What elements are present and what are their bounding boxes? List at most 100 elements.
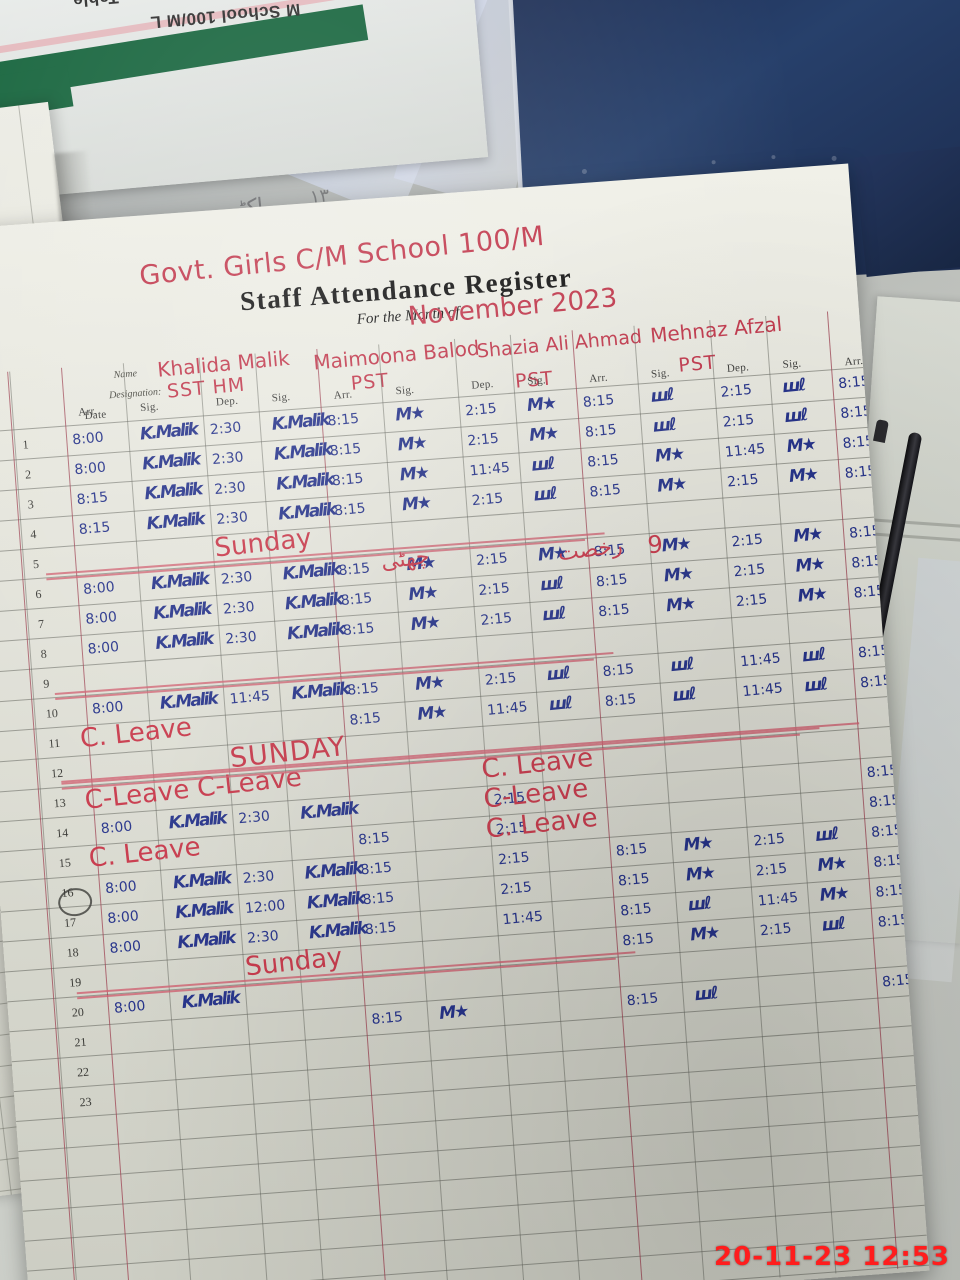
attendance-cell: 8:00: [86, 638, 120, 658]
attendance-cell: M★: [796, 584, 827, 607]
attendance-cell: M★: [414, 672, 445, 695]
attendance-cell: M★: [787, 464, 818, 488]
urdu-digit: 9: [646, 530, 664, 560]
attendance-cell: 8:15: [76, 489, 109, 509]
row-number: 5: [32, 556, 40, 572]
row-number: 1: [22, 437, 30, 452]
column-header-arr-1: Arr.: [77, 405, 98, 419]
attendance-cell: K.Malik: [290, 679, 350, 705]
attendance-cell: 8:15: [588, 481, 622, 501]
row-number: 23: [79, 1094, 93, 1110]
attendance-cell: 8:00: [104, 878, 138, 898]
attendance-cell: M★: [816, 853, 847, 876]
attendance-cell: 2:15: [754, 860, 788, 880]
attendance-cell: M★: [684, 862, 715, 886]
row-number: 2: [24, 467, 32, 482]
attendance-cell: шℓ: [541, 603, 566, 626]
column-header-dep-3: Dep.: [726, 361, 750, 375]
attendance-cell: K.Malik: [270, 409, 330, 435]
attendance-cell: K.Malik: [284, 589, 343, 615]
attendance-cell: K.Malik: [303, 858, 363, 884]
attendance-cell: шℓ: [669, 654, 694, 677]
row-number: 9: [42, 676, 50, 691]
attendance-cell: 8:15: [333, 500, 367, 520]
row-number: 4: [29, 527, 37, 542]
attendance-cell: 8:15: [359, 859, 393, 879]
attendance-cell: M★: [662, 563, 693, 587]
attendance-cell: 2:15: [477, 580, 511, 600]
attendance-cell: 2:30: [222, 598, 256, 618]
attendance-cell: 8:15: [337, 560, 371, 580]
attendance-cell: 12:00: [244, 897, 287, 918]
attendance-cell: шℓ: [649, 384, 674, 407]
attendance-cell: шℓ: [781, 375, 806, 398]
camera-timestamp: 20-11-23 12:53: [714, 1242, 950, 1272]
attendance-cell: M★: [654, 444, 685, 467]
attendance-cell: M★: [682, 833, 713, 856]
attendance-cell: 2:15: [735, 591, 769, 611]
row-number: 7: [37, 616, 45, 632]
column-header-arr-2: Arr.: [333, 388, 353, 402]
attendance-cell: шℓ: [548, 693, 572, 716]
attendance-cell: 2:15: [484, 669, 518, 689]
attendance-cell: 2:30: [213, 479, 247, 499]
attendance-cell: 2:15: [719, 381, 753, 401]
attendance-cell: M★: [818, 883, 849, 906]
attendance-cell: 2:15: [479, 610, 513, 629]
attendance-cell: 8:15: [329, 440, 362, 460]
attendance-cell: шℓ: [539, 573, 564, 596]
attendance-cell: 8:15: [78, 519, 111, 539]
row-number: 19: [68, 974, 82, 990]
attendance-cell: 8:15: [357, 829, 391, 849]
attendance-cell: 8:00: [71, 429, 105, 449]
attendance-cell: M★: [416, 702, 447, 725]
attendance-cell: K.Malik: [152, 599, 211, 625]
attendance-cell: шℓ: [651, 414, 676, 437]
row-number: 15: [58, 855, 72, 871]
attendance-cell: K.Malik: [143, 479, 203, 505]
row-number: 22: [76, 1064, 90, 1080]
column-header-sig-1: Sig.: [271, 391, 291, 405]
attendance-cell: M★: [792, 524, 823, 547]
attendance-cell: M★: [785, 434, 816, 458]
attendance-cell: 8:00: [91, 698, 125, 718]
attendance-cell: M★: [656, 474, 687, 497]
attendance-cell: M★: [794, 554, 825, 577]
attendance-cell: шℓ: [687, 893, 712, 916]
attendance-cell: 8:15: [584, 421, 618, 441]
attendance-cell: 11:45: [486, 699, 529, 719]
attendance-cell: K.Malik: [277, 499, 336, 525]
attendance-cell: K.Malik: [299, 798, 358, 824]
row-number: 18: [66, 945, 80, 960]
attendance-cell: шℓ: [693, 983, 718, 1006]
attendance-cell: шℓ: [783, 405, 808, 428]
attendance-cell: 11:45: [468, 459, 511, 480]
row-number: 12: [50, 765, 64, 781]
attendance-cell: 8:15: [615, 840, 649, 860]
attendance-cell: 8:15: [342, 620, 376, 640]
attendance-cell: 8:15: [621, 930, 655, 950]
attendance-cell: 2:15: [722, 411, 755, 431]
attendance-cell: 8:15: [364, 919, 398, 939]
attendance-grid: Date Arr. Sig. Dep. Sig. Arr. Sig. Dep. Sig. Arr…: [0, 309, 930, 1280]
attendance-cell: шℓ: [820, 913, 845, 936]
attendance-cell: 2:30: [246, 928, 280, 947]
attendance-cell: 8:00: [73, 459, 107, 479]
attendance-cell: K.Malik: [141, 449, 200, 475]
attendance-cell: 11:45: [741, 680, 784, 701]
column-header-sig-2: Sig.: [526, 374, 547, 388]
attendance-cell: 2:15: [499, 879, 533, 899]
attendance-cell: 8:00: [108, 938, 142, 957]
attendance-cell: 2:15: [475, 550, 509, 570]
attendance-cell: 2:30: [215, 509, 249, 528]
attendance-register-page: Govt. Girls C/M School 100/M Staff Atten…: [0, 163, 930, 1280]
attendance-cell: 2:15: [726, 471, 760, 491]
attendance-cell: 8:15: [597, 601, 631, 621]
attendance-cell: 2:30: [242, 868, 275, 888]
attendance-cell: 2:15: [752, 830, 786, 850]
attendance-cell: 8:00: [106, 908, 140, 928]
attendance-cell: K.Malik: [150, 569, 209, 595]
attendance-cell: 8:15: [619, 900, 653, 920]
attendance-cell: 8:15: [340, 590, 373, 610]
